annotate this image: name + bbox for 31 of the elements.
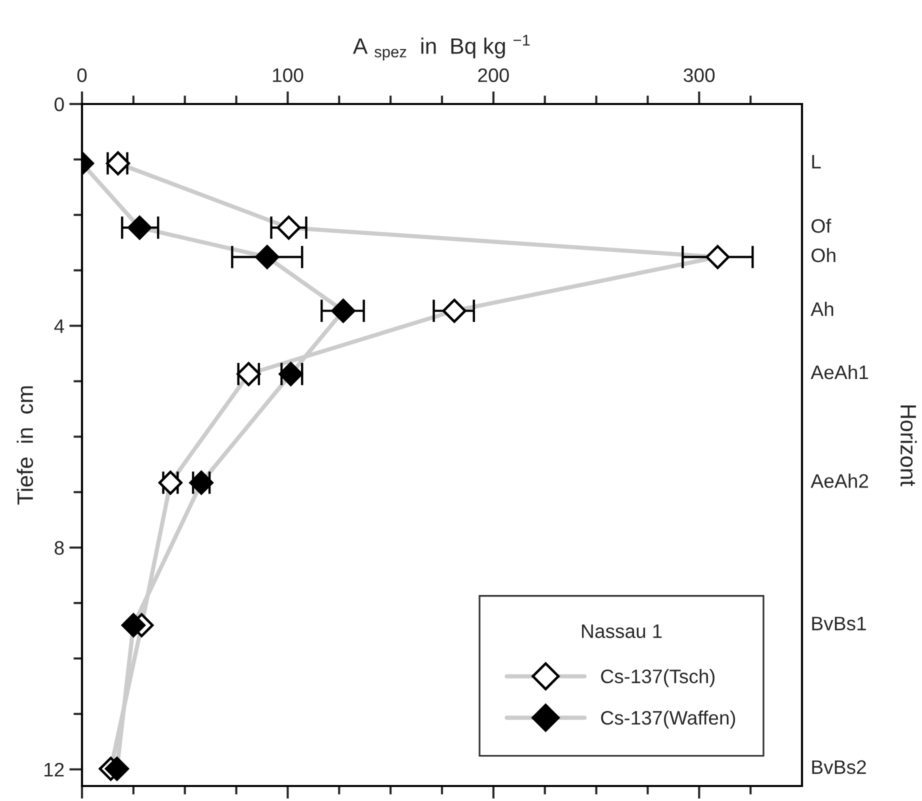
x-axis-title: A $_{spez}$ in Bq kg $^{−1}$ (352, 34, 530, 60)
text: Oh (812, 248, 836, 262)
point (121, 613, 146, 638)
y-tick-label: 0 (54, 97, 64, 112)
text: Ah (810, 302, 834, 316)
point (276, 216, 301, 240)
y-axis-title: Tiefe in cm (16, 386, 34, 505)
point (128, 216, 152, 240)
text: L (812, 154, 821, 168)
y-tick-label: 8 (54, 541, 64, 555)
y-tick-label: 4 (54, 319, 64, 333)
point (706, 244, 730, 270)
text: AeAh2 (810, 474, 868, 488)
text: Of (812, 218, 832, 233)
point (442, 298, 466, 323)
text: BvBs2 (812, 760, 866, 774)
x-tick-label: 0 (77, 68, 87, 82)
text: AeAh1 (810, 364, 868, 380)
text: BvBs1 (812, 616, 866, 630)
point (331, 298, 356, 323)
legend-label: Cs-137(Tsch) (601, 669, 714, 688)
point (158, 470, 183, 495)
point (104, 756, 130, 781)
legend-label: Cs-137(Waffen) (601, 710, 736, 729)
point (255, 244, 280, 270)
x-tick-label: 300 (684, 68, 715, 82)
y2-axis-title: Horizont (900, 405, 917, 486)
legend-title: Nassau 1 (582, 624, 662, 638)
x-tick-label: 200 (478, 68, 509, 82)
y-tick-label: 12 (44, 762, 64, 776)
x-tick-label: 100 (272, 68, 304, 82)
